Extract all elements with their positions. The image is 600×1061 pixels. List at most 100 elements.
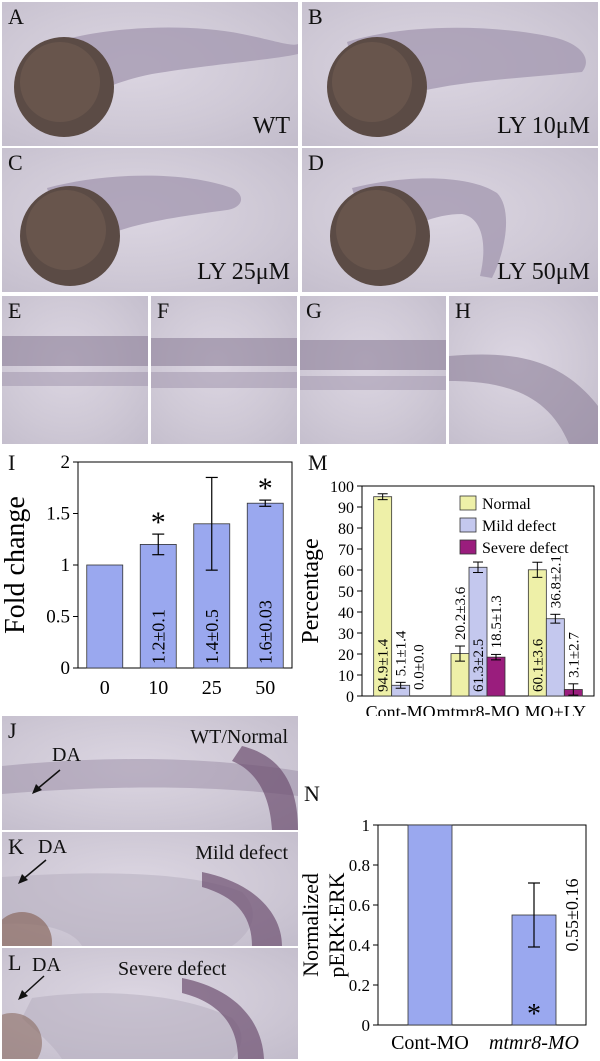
arrow-icon bbox=[18, 975, 45, 1000]
arrow-icon bbox=[32, 769, 61, 794]
panel-label-n: N bbox=[304, 781, 320, 806]
photo-panel-k: K Mild defect DA bbox=[2, 832, 298, 946]
x-tick-label: 10 bbox=[148, 677, 168, 699]
bar bbox=[407, 824, 453, 1026]
panel-label-a: A bbox=[8, 4, 24, 29]
panel-label-k: K bbox=[8, 834, 24, 859]
x-tick-label: Cont-MO bbox=[391, 1032, 469, 1054]
chart-panel-n: N 0 0.2 0.4 0.6 0.8 1 Cont-MO 0.55±0.16 * mtmr8-M… bbox=[300, 775, 600, 1061]
significance-star: * bbox=[527, 999, 541, 1030]
y-tick-label: 70 bbox=[338, 542, 354, 559]
y-tick-label: 1.5 bbox=[46, 504, 70, 525]
chart-i-svg: 0 0.5 1 1.5 2 0 1.2±0.1 * 10 1.4±0.5 25 1.6±0.03 * 50… bbox=[0, 452, 293, 699]
y-axis-label: pERK:ERK bbox=[324, 872, 349, 977]
x-tick-label: 50 bbox=[255, 677, 275, 699]
data-label: 1.2±0.1 bbox=[148, 609, 168, 664]
y-tick-label: 0 bbox=[362, 1016, 371, 1035]
y-tick-label: 0.4 bbox=[349, 936, 371, 955]
panel-label-f: F bbox=[157, 298, 170, 323]
x-tick-label: mtmr8-MO bbox=[437, 702, 520, 716]
y-tick-label: 40 bbox=[338, 605, 354, 622]
da-label: DA bbox=[52, 744, 81, 766]
legend-label: Mild defect bbox=[482, 518, 557, 535]
y-tick-label: 50 bbox=[338, 584, 354, 601]
y-tick-label: 0.8 bbox=[349, 856, 370, 875]
panel-label-l: L bbox=[8, 950, 22, 975]
data-label: 18.5±1.3 bbox=[489, 595, 505, 648]
zoom-panel-h: H bbox=[449, 296, 598, 444]
y-tick-label: 1 bbox=[362, 816, 371, 835]
legend-label: Normal bbox=[482, 496, 531, 513]
bar bbox=[139, 544, 177, 669]
y-tick-label: 0 bbox=[61, 658, 71, 679]
da-label: DA bbox=[32, 954, 61, 976]
y-tick-label: 100 bbox=[330, 479, 354, 496]
chart-panel-i: I 0 0.5 1 1.5 2 0 1.2±0.1 * 10 1.4±0.5 25 1.6±0.03 *… bbox=[0, 446, 300, 716]
caption-mild-defect: Mild defect bbox=[195, 842, 288, 864]
vessel-image bbox=[2, 978, 264, 1059]
caption-ly10: LY 10μM bbox=[497, 113, 590, 139]
panel-label-m: M bbox=[308, 450, 328, 475]
data-label: 0.55±0.16 bbox=[562, 879, 582, 952]
vessel-image bbox=[2, 872, 282, 946]
vessel-image bbox=[2, 746, 298, 830]
y-tick-label: 0.6 bbox=[349, 896, 370, 915]
data-label: 1.4±0.5 bbox=[202, 609, 222, 664]
data-label: 36.8±2.1 bbox=[548, 555, 564, 608]
chart-n-svg: 0 0.2 0.4 0.6 0.8 1 Cont-MO 0.55±0.16 *mtmr8-MO N… bbox=[300, 816, 587, 1054]
photo-panel-l: L Severe defect DA bbox=[2, 948, 298, 1059]
data-label: 20.2±3.6 bbox=[453, 586, 469, 640]
data-label: 5.1±1.4 bbox=[394, 630, 410, 676]
vessel-image bbox=[449, 354, 598, 444]
legend-swatch bbox=[459, 539, 477, 555]
photo-panel-d: D LY 50μM bbox=[302, 148, 598, 292]
panel-label-e: E bbox=[8, 298, 22, 323]
data-label: 94.9±1.4 bbox=[376, 638, 392, 692]
embryo-image bbox=[20, 175, 242, 286]
panel-label-h: H bbox=[455, 298, 471, 323]
embryo-image bbox=[14, 27, 298, 137]
x-tick-label: 25 bbox=[202, 677, 222, 699]
caption-severe-defect: Severe defect bbox=[118, 958, 227, 980]
panel-label-d: D bbox=[308, 150, 324, 175]
x-tick-label: mtmr8-MO bbox=[489, 1032, 579, 1054]
significance-star: * bbox=[258, 472, 273, 505]
vessel-image bbox=[2, 336, 148, 386]
x-tick-label: Cont-MO bbox=[366, 702, 436, 716]
bar bbox=[86, 564, 124, 669]
panel-label-g: G bbox=[306, 298, 322, 323]
panel-label-i: I bbox=[8, 450, 16, 475]
data-label: 61.3±2.5 bbox=[471, 639, 487, 692]
y-tick-label: 30 bbox=[338, 626, 354, 643]
da-label: DA bbox=[38, 836, 67, 858]
caption-wt-normal: WT/Normal bbox=[190, 726, 288, 748]
data-label: 3.1±2.7 bbox=[566, 632, 582, 678]
panel-label-c: C bbox=[8, 150, 23, 175]
data-label: 1.6±0.03 bbox=[255, 600, 275, 664]
legend-label: Severe defect bbox=[482, 540, 569, 557]
embryo-image bbox=[330, 178, 507, 286]
zoom-panel-e: E bbox=[2, 296, 148, 444]
zoom-panel-g: G bbox=[300, 296, 446, 444]
arrow-icon bbox=[18, 859, 47, 884]
y-axis-label: Normalized bbox=[300, 873, 323, 977]
embryo-image bbox=[327, 27, 586, 137]
y-tick-label: 20 bbox=[338, 647, 354, 664]
chart-panel-m: M 0 10 20 30 40 50 60 70 80 90 100 94.9±1.4 5.1±1.4 0… bbox=[300, 446, 600, 716]
panel-label-b: B bbox=[308, 4, 323, 29]
caption-wt: WT bbox=[252, 113, 290, 139]
panel-label-j: J bbox=[8, 718, 17, 743]
data-label: 0.0±0.0 bbox=[412, 644, 428, 690]
y-tick-label: 10 bbox=[338, 668, 354, 685]
bar bbox=[545, 618, 565, 697]
plot-frame bbox=[377, 824, 587, 1026]
photo-panel-b: B LY 10μM bbox=[302, 2, 598, 146]
y-tick-label: 80 bbox=[338, 521, 354, 538]
y-tick-label: 0 bbox=[346, 689, 354, 706]
caption-ly50: LY 50μM bbox=[497, 259, 590, 285]
photo-panel-a: A WT bbox=[2, 2, 298, 146]
x-tick-label: 0 bbox=[100, 677, 110, 699]
y-axis-label: Fold change bbox=[0, 496, 31, 634]
data-label: 60.1±3.6 bbox=[530, 638, 546, 692]
y-tick-label: 90 bbox=[338, 500, 354, 517]
